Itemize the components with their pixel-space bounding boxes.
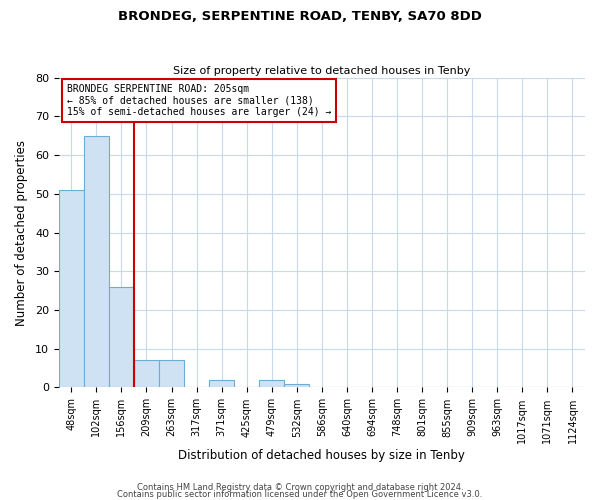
Bar	[284, 384, 310, 388]
Bar	[59, 190, 84, 388]
Title: Size of property relative to detached houses in Tenby: Size of property relative to detached ho…	[173, 66, 470, 76]
X-axis label: Distribution of detached houses by size in Tenby: Distribution of detached houses by size …	[178, 450, 466, 462]
Bar	[134, 360, 159, 388]
Text: BRONDEG, SERPENTINE ROAD, TENBY, SA70 8DD: BRONDEG, SERPENTINE ROAD, TENBY, SA70 8D…	[118, 10, 482, 23]
Bar	[209, 380, 234, 388]
Text: Contains HM Land Registry data © Crown copyright and database right 2024.: Contains HM Land Registry data © Crown c…	[137, 484, 463, 492]
Bar	[84, 136, 109, 388]
Text: Contains public sector information licensed under the Open Government Licence v3: Contains public sector information licen…	[118, 490, 482, 499]
Y-axis label: Number of detached properties: Number of detached properties	[15, 140, 28, 326]
Bar	[259, 380, 284, 388]
Bar	[109, 287, 134, 388]
Bar	[159, 360, 184, 388]
Text: BRONDEG SERPENTINE ROAD: 205sqm
← 85% of detached houses are smaller (138)
15% o: BRONDEG SERPENTINE ROAD: 205sqm ← 85% of…	[67, 84, 331, 117]
